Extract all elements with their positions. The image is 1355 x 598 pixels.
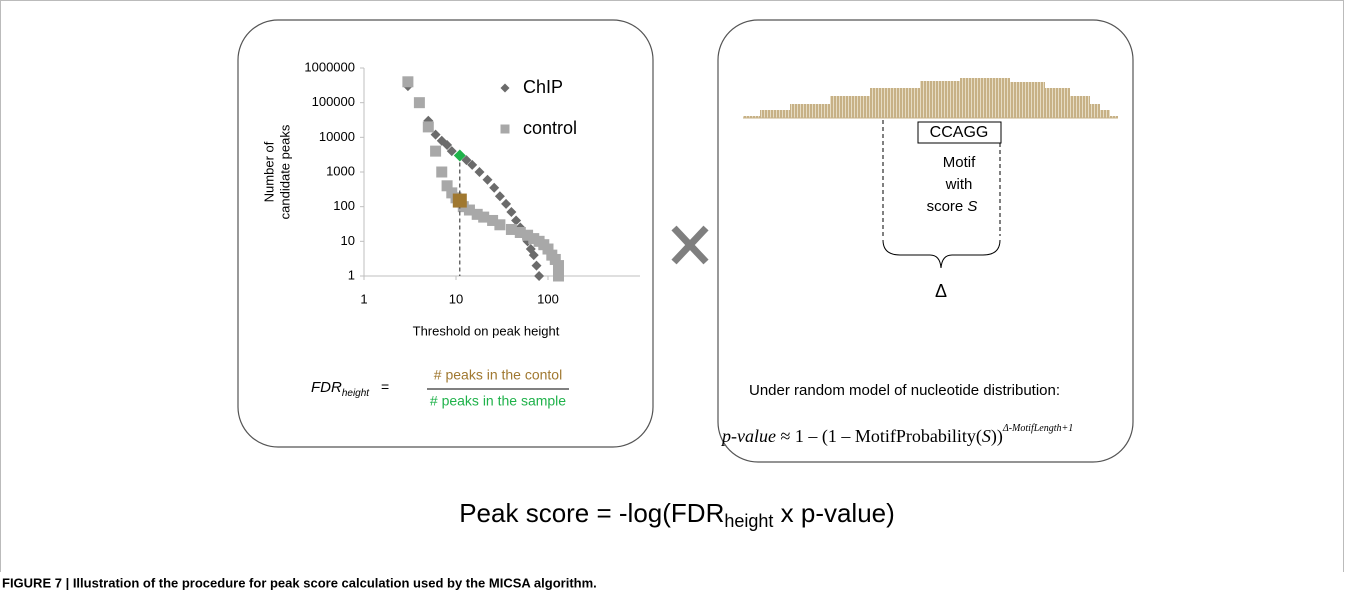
data-point xyxy=(482,174,493,185)
fdr-lhs: FDRheight xyxy=(311,379,370,399)
peak-score-formula: Peak score = -log(FDRheight x p-value) xyxy=(459,498,895,531)
legend-label: ChIP xyxy=(523,77,563,97)
scatter-chart: 1 10 100 1000 10000 100000 1000000 1 10 100 ChIP co… xyxy=(304,59,640,306)
data-point xyxy=(506,207,517,218)
peak-score-rest: x p-value) xyxy=(773,498,894,528)
motif-box xyxy=(917,121,1002,144)
y-tick-label: 1 xyxy=(348,267,355,282)
peak-score-text: Peak score = -log(FDR xyxy=(459,498,724,528)
fdr-equals: = xyxy=(381,379,389,395)
fdr-denominator: # peaks in the sample xyxy=(430,393,566,409)
fdr-numerator: # peaks in the contol xyxy=(434,367,562,383)
x-axis-label: Threshold on peak height xyxy=(413,323,560,338)
data-point xyxy=(487,214,499,226)
motif-label: Motif xyxy=(943,154,976,171)
caption: FIGURE 7 | Illustration of the procedure… xyxy=(2,575,597,590)
legend-marker xyxy=(500,124,510,134)
data-point xyxy=(522,229,534,241)
data-point xyxy=(549,253,561,265)
y-axis-label: Number of xyxy=(261,141,276,202)
data-point xyxy=(402,76,414,88)
data-point xyxy=(531,260,542,271)
x-tick-label: 10 xyxy=(449,291,463,306)
pvalue-exponent: Δ-MotifLength+1 xyxy=(1002,423,1073,434)
data-point xyxy=(494,219,506,231)
y-axis-label: candidate peaks xyxy=(277,124,292,219)
score-symbol: S xyxy=(967,198,977,215)
highlight-point xyxy=(453,149,466,162)
data-point xyxy=(511,215,522,226)
motif-label: with xyxy=(945,176,973,193)
fdr-symbol: FDR xyxy=(311,379,342,396)
y-tick-label: 10 xyxy=(341,233,355,248)
y-tick-label: 1000 xyxy=(326,163,355,178)
data-point xyxy=(422,121,434,133)
pvalue-arg: S xyxy=(982,426,991,446)
data-point xyxy=(501,198,512,209)
highlight-point xyxy=(452,193,467,208)
data-point xyxy=(467,159,478,170)
data-point xyxy=(552,270,564,282)
data-point xyxy=(489,182,500,193)
delta-brace xyxy=(882,239,1001,269)
pvalue-intro: Under random model of nucleotide distrib… xyxy=(749,382,1060,399)
peak-profile xyxy=(743,78,1118,118)
data-point xyxy=(430,145,442,157)
peak-score-sub: height xyxy=(724,511,773,531)
data-point xyxy=(542,243,554,255)
delta-symbol: Δ xyxy=(935,281,947,301)
left-panel xyxy=(237,19,654,448)
data-point xyxy=(441,180,453,192)
y-tick-label: 100000 xyxy=(312,94,355,109)
y-tick-label: 10000 xyxy=(319,129,355,144)
data-point xyxy=(413,97,425,109)
data-point xyxy=(534,271,545,281)
pvalue-close: )) xyxy=(991,426,1003,447)
y-tick-label: 1000000 xyxy=(304,59,355,74)
data-point xyxy=(528,250,539,261)
pvalue-lhs: p-value xyxy=(720,426,776,446)
legend-marker xyxy=(500,83,510,93)
data-point xyxy=(446,146,457,157)
data-point xyxy=(478,211,490,223)
motif-sequence: CCAGG xyxy=(930,124,989,141)
pvalue-rhs: ≈ 1 – (1 – MotifProbability( xyxy=(776,426,982,447)
data-point xyxy=(474,167,485,177)
motif-label: score S xyxy=(927,198,978,215)
x-tick-label: 1 xyxy=(360,291,367,306)
y-tick-label: 100 xyxy=(333,198,355,213)
data-point xyxy=(442,140,453,151)
data-point xyxy=(505,223,517,235)
delta-bounds xyxy=(882,120,1001,236)
figure-frame xyxy=(0,0,1344,572)
pvalue-formula: p-value ≈ 1 – (1 – MotifProbability(S))Δ… xyxy=(720,423,1073,447)
data-point xyxy=(436,166,448,178)
x-tick-label: 100 xyxy=(537,291,559,306)
motif-label-text: score xyxy=(927,198,964,215)
multiply-sign xyxy=(671,225,709,265)
data-point xyxy=(461,155,472,166)
fdr-sub: height xyxy=(342,388,370,399)
data-point xyxy=(494,191,505,202)
data-point xyxy=(552,260,564,272)
data-point xyxy=(471,208,483,220)
data-point xyxy=(463,204,475,216)
data-point xyxy=(514,226,526,238)
right-panel xyxy=(717,19,1134,463)
legend-label: control xyxy=(523,118,577,138)
